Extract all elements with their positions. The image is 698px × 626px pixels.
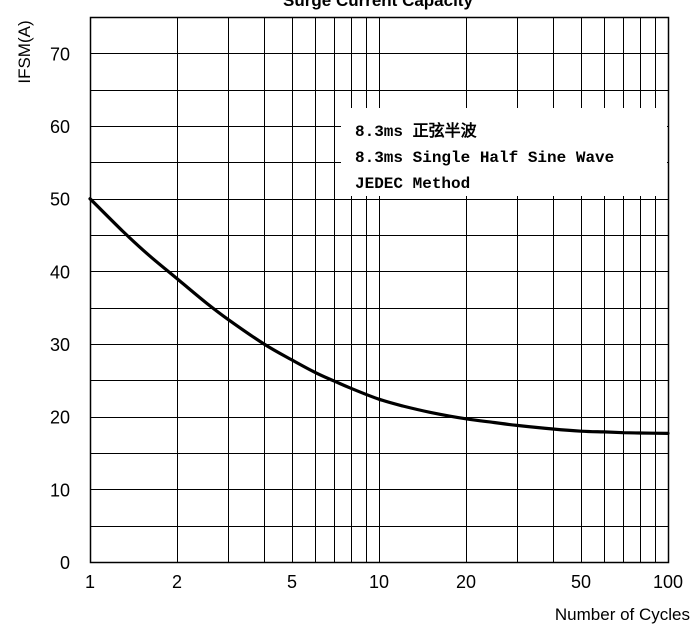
plot-frame <box>89 16 670 564</box>
x-tick-label-100: 100 <box>653 572 683 592</box>
y-tick-label-0: 0 <box>60 553 70 573</box>
y-tick-label-40: 40 <box>50 262 70 282</box>
legend-line-en: 8.3ms Single Half Sine Wave <box>355 149 614 167</box>
grid-lines <box>90 17 669 563</box>
y-tick-label-70: 70 <box>50 44 70 64</box>
legend-box: 8.3ms 正弦半波 8.3ms Single Half Sine Wave J… <box>341 108 667 196</box>
y-axis-label: IFSM(A) <box>15 20 34 83</box>
x-tick-label-10: 10 <box>369 572 389 592</box>
x-tick-label-5: 5 <box>287 572 297 592</box>
y-tick-label-10: 10 <box>50 480 70 500</box>
legend-background <box>341 108 667 196</box>
x-tick-label-20: 20 <box>456 572 476 592</box>
chart-title: Surge Current Capacity <box>283 0 473 10</box>
x-tick-label-2: 2 <box>172 572 182 592</box>
y-tick-label-50: 50 <box>50 190 70 210</box>
tick-labels: 0 10 20 30 40 50 60 70 1 2 5 10 20 50 100 <box>50 44 683 592</box>
legend-line-cn: 8.3ms 正弦半波 <box>355 121 478 141</box>
y-tick-label-30: 30 <box>50 335 70 355</box>
x-axis-label: Number of Cycles <box>555 605 690 624</box>
y-tick-label-20: 20 <box>50 408 70 428</box>
x-tick-label-1: 1 <box>85 572 95 592</box>
legend-line-method: JEDEC Method <box>355 175 470 193</box>
y-tick-label-60: 60 <box>50 117 70 137</box>
x-tick-label-50: 50 <box>571 572 591 592</box>
